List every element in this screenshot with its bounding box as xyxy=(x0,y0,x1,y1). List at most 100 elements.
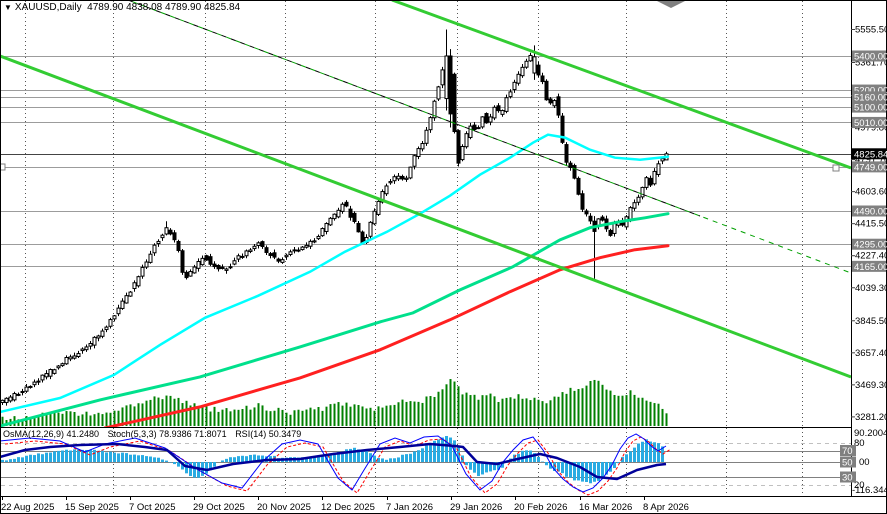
candle-body xyxy=(636,196,641,203)
candle-body xyxy=(164,227,169,235)
candle-body xyxy=(392,176,397,182)
price-axis-label: 3469.30 xyxy=(855,380,887,391)
price-level-badge-bg xyxy=(852,238,886,250)
candle-body xyxy=(464,133,469,148)
candle-body xyxy=(640,186,645,198)
candle-body xyxy=(348,208,353,218)
candle-body xyxy=(324,223,329,232)
candle-body xyxy=(52,369,57,374)
trendline-handle[interactable] xyxy=(832,164,840,172)
price-level-badge-text: 4165.00 xyxy=(854,262,887,273)
candle-body xyxy=(84,346,89,351)
candle-body xyxy=(228,266,233,269)
main-plot-area[interactable] xyxy=(0,0,851,428)
price-level-badge-bg xyxy=(852,116,886,128)
candle-body xyxy=(316,235,321,240)
candle-body xyxy=(440,69,445,86)
candle-body xyxy=(424,129,429,144)
candle-body xyxy=(528,54,533,62)
price-axis-label: 4227.40 xyxy=(855,251,887,262)
candle-body xyxy=(380,191,385,203)
price-level-badge-text: 4749.00 xyxy=(854,162,887,173)
candle-body xyxy=(76,353,81,358)
price-level-badge-text: 4825.84 xyxy=(854,149,887,160)
candle-body xyxy=(100,330,105,337)
candle-body xyxy=(524,60,529,68)
candle-body xyxy=(28,385,33,388)
candle-body xyxy=(148,253,153,263)
candle-body xyxy=(92,336,97,346)
candle-body xyxy=(120,300,125,309)
candle-body xyxy=(500,110,505,115)
candle-body xyxy=(548,98,553,104)
trendline-handle[interactable] xyxy=(0,163,6,171)
ma-fast-cyan xyxy=(1,133,670,414)
candle-body xyxy=(272,252,277,258)
date-axis-label: 12 Dec 2025 xyxy=(321,502,375,513)
candle-body xyxy=(212,263,217,268)
candle-body xyxy=(220,266,225,269)
candle-body xyxy=(332,213,337,220)
candle-body xyxy=(412,155,417,167)
candle-body xyxy=(460,146,465,161)
candle-body xyxy=(116,307,121,315)
ma-mid-green xyxy=(1,212,670,427)
candle-body xyxy=(376,200,381,215)
candle-body xyxy=(56,365,61,369)
price-axis-label: 3657.40 xyxy=(855,348,887,359)
price-level-badge-bg xyxy=(852,260,886,272)
candle-body xyxy=(124,295,129,304)
trendline-median-green-dashed[interactable] xyxy=(128,0,851,274)
candle-body xyxy=(36,380,41,383)
candle-body xyxy=(156,240,161,245)
candle-body xyxy=(660,158,665,162)
candle-body xyxy=(536,64,541,76)
price-axis-label: 3281.20 xyxy=(855,412,887,423)
price-level-badge-bg xyxy=(852,161,886,173)
price-level-badge-text: 5010.00 xyxy=(854,118,887,129)
candle-body xyxy=(484,113,489,124)
candle-body xyxy=(96,335,101,339)
date-axis-label: 7 Oct 2025 xyxy=(129,502,175,513)
candle-body xyxy=(196,261,201,269)
price-axis-label: 5555.50 xyxy=(855,25,887,36)
ma-slow-red xyxy=(103,244,670,427)
time-axis[interactable]: 22 Aug 2025 15 Sep 2025 7 Oct 2025 29 Oct 2… xyxy=(1,497,689,513)
candle-body xyxy=(64,357,69,365)
candle-body xyxy=(128,291,133,297)
price-level-badge-text: 5200.00 xyxy=(854,86,887,97)
candle-body xyxy=(44,373,49,378)
candle-body xyxy=(488,116,493,123)
price-level-badge-text: 5400.00 xyxy=(854,51,887,62)
price-level-badge-text: 4490.00 xyxy=(854,206,887,217)
candle-body xyxy=(288,251,293,255)
candle-body xyxy=(296,249,301,252)
trendline-channel-upper[interactable] xyxy=(391,0,851,170)
candle-body xyxy=(136,276,141,287)
trendline-channel-lower[interactable] xyxy=(0,54,851,379)
candle-body xyxy=(176,240,181,251)
indicator-axis-label: -116.3446 xyxy=(852,485,887,496)
candle-body xyxy=(552,100,557,107)
price-level-badge-bg xyxy=(852,91,886,103)
candle-body xyxy=(352,212,357,223)
candle-body xyxy=(448,55,453,115)
price-axis[interactable]: 5555.505361.705167.904979.804791.704603.… xyxy=(851,25,887,423)
indicator-panel[interactable] xyxy=(0,433,851,496)
price-level-badge-bg xyxy=(852,84,886,96)
candle-body xyxy=(60,363,65,367)
price-axis-label: 5361.70 xyxy=(855,58,887,69)
candle-body xyxy=(140,266,145,277)
candle-body xyxy=(20,391,25,394)
date-axis-label: 16 Mar 2026 xyxy=(579,502,632,513)
trendline-median-black-dashed[interactable] xyxy=(128,0,701,217)
candle-body xyxy=(268,253,273,256)
candle-body xyxy=(472,124,477,131)
candle-body xyxy=(388,181,393,184)
candle-body xyxy=(444,55,449,100)
candle-body xyxy=(244,250,249,257)
candle-body xyxy=(16,393,21,396)
candle-body xyxy=(280,259,285,263)
